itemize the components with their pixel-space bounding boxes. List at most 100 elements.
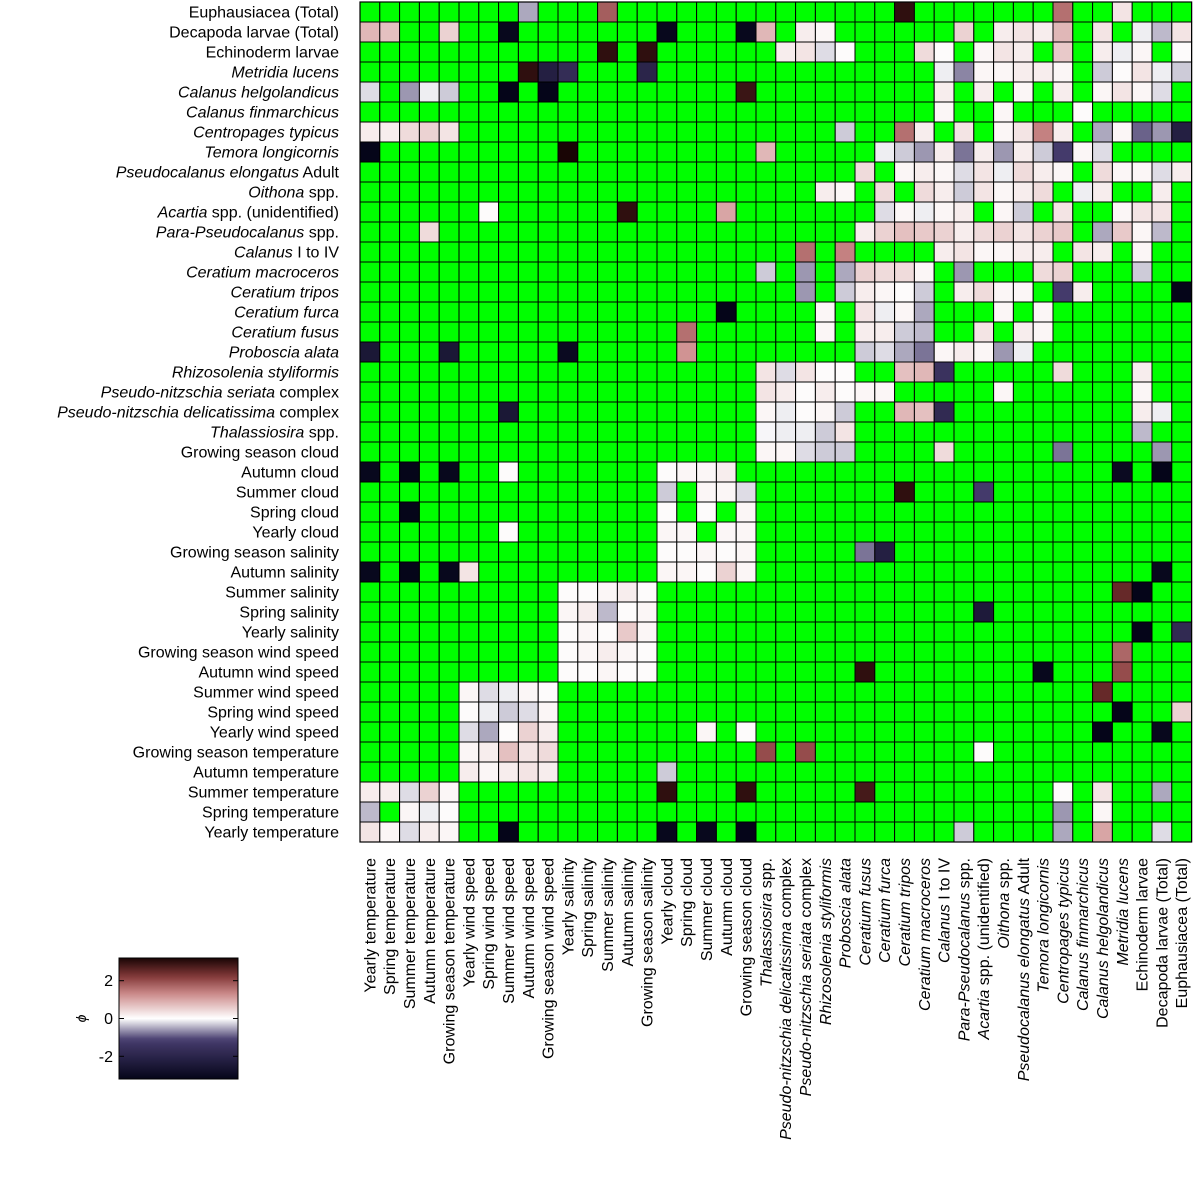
heatmap-cell xyxy=(379,561,401,583)
heatmap-cell xyxy=(874,441,896,463)
y-tick-label: Spring cloud xyxy=(250,505,339,522)
heatmap-cell xyxy=(1032,661,1054,683)
heatmap-cell xyxy=(498,621,519,643)
heatmap-cell xyxy=(874,701,896,723)
heatmap-cell xyxy=(1072,461,1094,483)
heatmap-cell xyxy=(1151,461,1173,483)
heatmap-cell xyxy=(1111,441,1133,463)
heatmap-cell xyxy=(913,781,935,803)
heatmap-cell xyxy=(1111,761,1133,783)
heatmap-cell xyxy=(933,681,955,703)
heatmap-cell xyxy=(795,661,816,683)
heatmap-cell xyxy=(656,441,678,463)
heatmap-cell xyxy=(993,241,1014,263)
heatmap-cell xyxy=(458,561,480,583)
heatmap-cell xyxy=(1151,421,1173,443)
heatmap-cell xyxy=(478,681,500,703)
heatmap-cell xyxy=(597,1,618,23)
heatmap-cell xyxy=(874,621,896,643)
heatmap-cell xyxy=(775,601,797,623)
heatmap-cell xyxy=(1072,301,1094,323)
heatmap-cell xyxy=(854,561,876,583)
heatmap-cell xyxy=(458,401,480,423)
heatmap-cell xyxy=(993,761,1014,783)
heatmap-cell xyxy=(517,181,539,203)
heatmap-cell xyxy=(418,301,440,323)
heatmap-cell xyxy=(478,481,500,503)
heatmap-cell xyxy=(399,241,420,263)
heatmap-cell xyxy=(894,521,915,543)
heatmap-cell xyxy=(913,501,935,523)
heatmap-cell xyxy=(834,541,856,563)
heatmap-cell xyxy=(1171,121,1193,143)
heatmap-cell xyxy=(379,361,401,383)
heatmap-cell xyxy=(478,261,500,283)
heatmap-cell xyxy=(1171,421,1193,443)
heatmap-cell xyxy=(379,441,401,463)
heatmap-frame xyxy=(359,1,1193,843)
heatmap-cell xyxy=(1151,761,1173,783)
heatmap-cell xyxy=(993,781,1014,803)
heatmap-cell xyxy=(953,21,975,43)
heatmap-cell xyxy=(735,181,757,203)
heatmap-cell xyxy=(1012,141,1034,163)
heatmap-cell xyxy=(438,561,460,583)
heatmap-cell xyxy=(478,401,500,423)
heatmap-cell xyxy=(1012,41,1034,63)
heatmap-cell xyxy=(854,81,876,103)
heatmap-cell xyxy=(894,621,915,643)
heatmap-cell xyxy=(537,741,559,763)
heatmap-cell xyxy=(715,21,737,43)
heatmap-cell xyxy=(715,241,737,263)
heatmap-cell xyxy=(1151,821,1173,843)
heatmap-cell xyxy=(795,41,816,63)
heatmap-cell xyxy=(755,621,777,643)
heatmap-cell xyxy=(834,801,856,823)
heatmap-cell xyxy=(1052,321,1074,343)
heatmap-cell xyxy=(913,161,935,183)
heatmap-cell xyxy=(418,401,440,423)
heatmap-cell xyxy=(1072,481,1094,503)
heatmap-cell xyxy=(715,481,737,503)
heatmap-cell xyxy=(1012,301,1034,323)
heatmap-cell xyxy=(1131,1,1153,23)
heatmap-cell xyxy=(676,121,698,143)
heatmap-cell xyxy=(498,821,519,843)
heatmap-cell xyxy=(399,221,420,243)
heatmap-cell xyxy=(953,661,975,683)
heatmap-cell xyxy=(953,641,975,663)
x-tick-label: Thalassiosira spp. xyxy=(758,858,775,987)
heatmap-cell xyxy=(676,101,698,123)
x-axis-labels: Yearly temperature Spring temperature Summ… xyxy=(362,857,1191,1139)
heatmap-cell xyxy=(933,641,955,663)
heatmap-cell xyxy=(359,421,381,443)
heatmap-cell xyxy=(993,181,1014,203)
heatmap-cell xyxy=(874,181,896,203)
heatmap-cell xyxy=(636,561,658,583)
heatmap-cell xyxy=(1131,121,1153,143)
heatmap-cell xyxy=(1012,601,1034,623)
heatmap-cell xyxy=(636,181,658,203)
y-tick-label: Yearly wind speed xyxy=(210,725,339,742)
heatmap-cell xyxy=(834,81,856,103)
heatmap-cell xyxy=(636,341,658,363)
heatmap-cell xyxy=(498,61,519,83)
heatmap-cell xyxy=(894,301,915,323)
heatmap-cell xyxy=(755,501,777,523)
heatmap-cell xyxy=(953,61,975,83)
heatmap-cell xyxy=(993,361,1014,383)
heatmap-cell xyxy=(1131,381,1153,403)
heatmap-cell xyxy=(715,741,737,763)
x-tick-label: Pseudocalanus elongatus Adult xyxy=(1016,857,1033,1081)
heatmap-cell xyxy=(933,61,955,83)
heatmap-cell xyxy=(755,221,777,243)
heatmap-cell xyxy=(537,521,559,543)
heatmap-cell xyxy=(1171,81,1193,103)
heatmap-cell xyxy=(498,581,519,603)
heatmap-cell xyxy=(1032,461,1054,483)
heatmap-cell xyxy=(498,601,519,623)
heatmap-cell xyxy=(1171,441,1193,463)
heatmap-cell xyxy=(834,21,856,43)
heatmap-cell xyxy=(795,61,816,83)
y-tick-label: Pseudocalanus elongatus Adult xyxy=(116,165,340,182)
